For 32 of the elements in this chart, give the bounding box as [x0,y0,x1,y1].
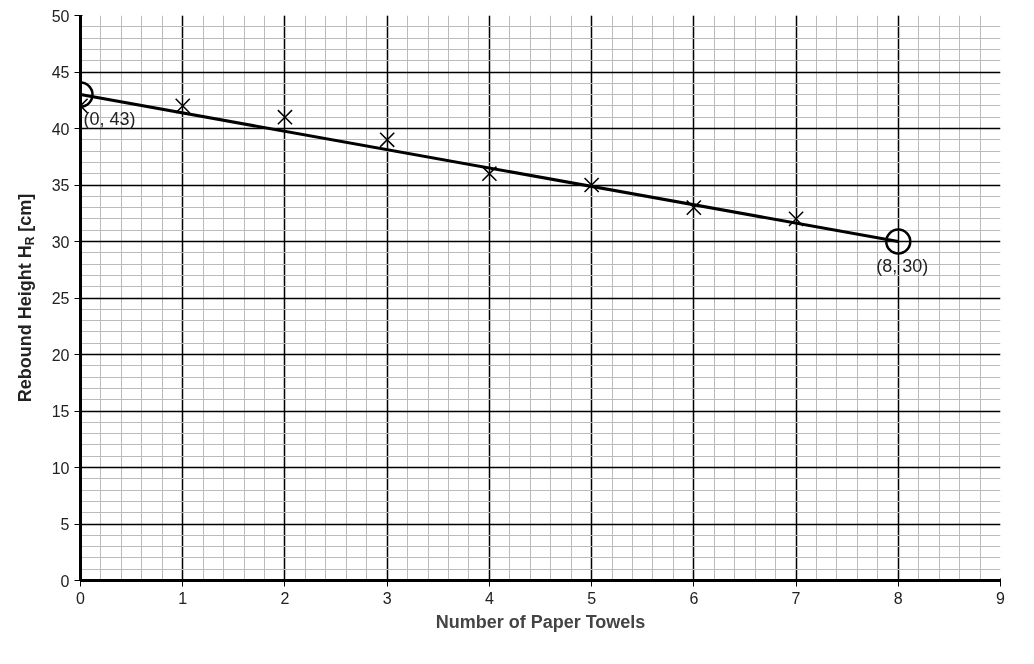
y-tick-label: 50 [51,7,70,25]
x-tick-label: 5 [587,589,597,607]
x-tick-label: 7 [791,589,801,607]
point [481,165,498,182]
annotation: (0, 43) [83,108,136,129]
y-tick-label: 30 [51,233,70,251]
x-tick-label: 2 [280,589,290,607]
point [277,109,293,126]
point [174,98,191,114]
x-tick-label: 4 [484,589,494,607]
point [788,211,804,227]
y-tick-label: 35 [51,177,70,194]
x-tick-label: 6 [689,589,699,607]
x-tick-label: 0 [76,589,86,607]
point [686,199,702,216]
y-tick-label: 5 [60,516,70,533]
y-tick-label: 10 [51,459,70,477]
x-tick-label: 3 [382,589,392,607]
y-tick-label: 20 [51,346,70,364]
y-tick-label: 0 [60,572,70,590]
point [583,177,600,193]
x-tick-label: 1 [178,589,188,607]
y-axis-title: Rebound Height HR [cm] [14,193,37,403]
x-axis-title: Number of Paper Towels [435,611,646,632]
annotation: (8, 30) [876,255,929,276]
x-tick-label: 9 [996,589,1006,607]
y-tick-label: 15 [51,403,70,420]
point [379,131,395,148]
y-tick-label: 40 [51,120,70,138]
x-tick-label: 8 [893,589,903,607]
y-tick-label: 45 [51,64,70,81]
y-tick-label: 25 [51,290,70,307]
